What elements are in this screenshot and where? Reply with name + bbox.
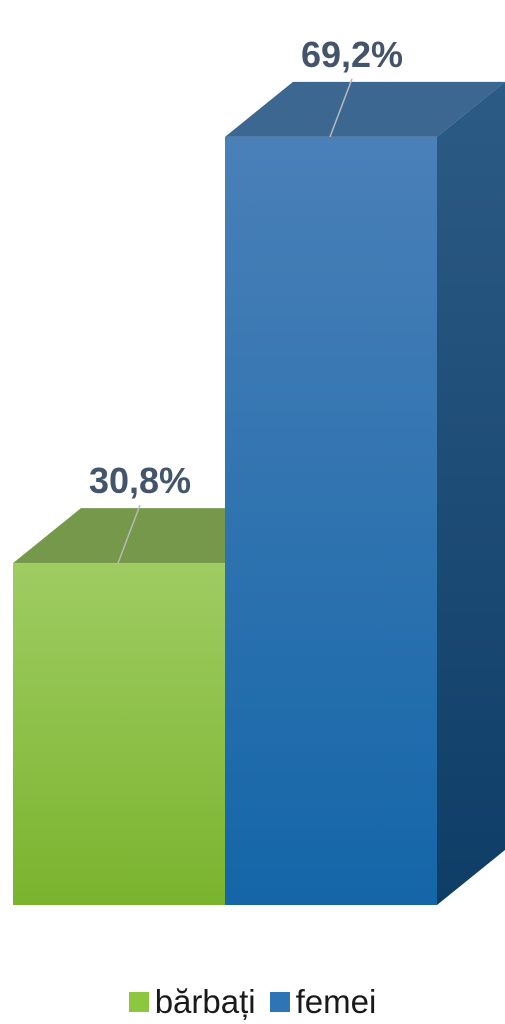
bar-chart: 30,8% 69,2% xyxy=(13,34,505,905)
data-label-barbati: 30,8% xyxy=(89,460,191,501)
bar-front-femei xyxy=(225,136,437,905)
legend-item-femei: femei xyxy=(269,983,377,1020)
legend-swatch-barbati xyxy=(128,991,149,1012)
legend-item-barbati: bărbați xyxy=(128,983,256,1020)
data-label-femei: 69,2% xyxy=(301,34,403,75)
leader-line-femei xyxy=(329,78,353,138)
bar-top-femei xyxy=(225,81,505,137)
legend: bărbați femei xyxy=(0,985,505,1018)
legend-label-femei: femei xyxy=(295,983,377,1020)
bar-barbati xyxy=(13,508,293,905)
bar-top-barbati xyxy=(13,508,293,564)
bar-front-barbati xyxy=(13,563,225,905)
bar-side-femei xyxy=(437,81,505,905)
leader-line-barbati xyxy=(117,504,141,564)
bar-femei xyxy=(225,81,505,905)
legend-swatch-femei xyxy=(269,991,290,1012)
legend-label-barbati: bărbați xyxy=(154,983,256,1020)
